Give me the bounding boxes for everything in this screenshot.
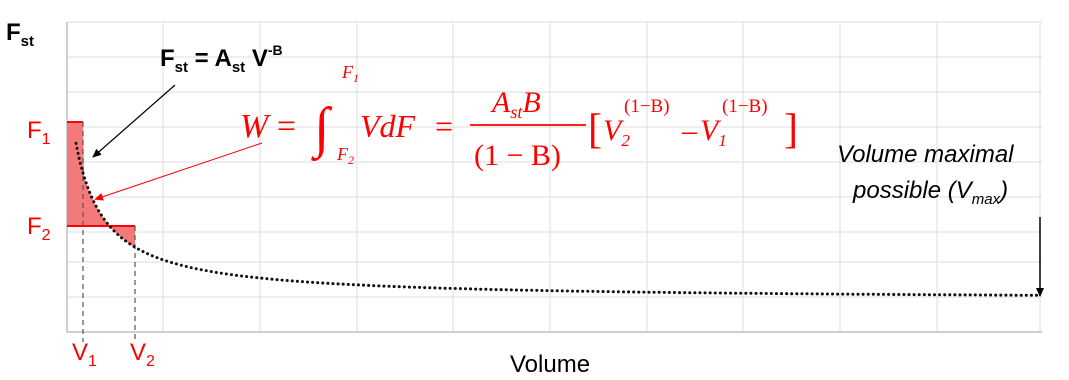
y-axis-label: Fst: [6, 19, 34, 50]
svg-text:]: ]: [784, 107, 798, 153]
svg-text:W =: W =: [240, 108, 296, 145]
svg-text:–: –: [681, 114, 698, 147]
work-formula: W = ∫ F1 F2 VdF = AstB (1 − B) [ V2 (1−B…: [240, 62, 798, 172]
curve-formula: Fst = Ast V-B: [160, 42, 283, 76]
background-grid: [66, 21, 1042, 333]
svg-text:V1: V1: [700, 114, 727, 150]
svg-text:VdF: VdF: [360, 108, 416, 144]
svg-text:possible (Vmax): possible (Vmax): [852, 177, 1008, 208]
force-volume-curve: [74, 141, 1042, 297]
svg-text:(1−B): (1−B): [722, 96, 768, 117]
svg-text:F2: F2: [336, 144, 354, 167]
svg-text:(1−B): (1−B): [624, 96, 670, 117]
svg-text:[: [: [588, 107, 602, 153]
svg-text:=: =: [435, 108, 453, 144]
svg-text:AstB: AstB: [490, 86, 541, 122]
f2-label: F2: [27, 213, 51, 244]
svg-text:V2: V2: [603, 114, 630, 150]
v1-label: V1: [72, 339, 97, 370]
vmax-annotation: Volume maximal possible (Vmax): [837, 141, 1014, 208]
f1-label: F1: [27, 117, 51, 148]
work-area: [67, 122, 135, 248]
work-pointer-arrow: [94, 142, 263, 201]
svg-text:Volume maximal: Volume maximal: [837, 141, 1014, 168]
v2-label: V2: [130, 339, 155, 370]
formula-pointer-arrow: [92, 84, 176, 158]
integral-sign: ∫: [311, 97, 333, 162]
svg-text:(1 − B): (1 − B): [474, 139, 561, 172]
x-axis-label: Volume: [510, 351, 590, 378]
svg-text:F1: F1: [341, 62, 359, 85]
